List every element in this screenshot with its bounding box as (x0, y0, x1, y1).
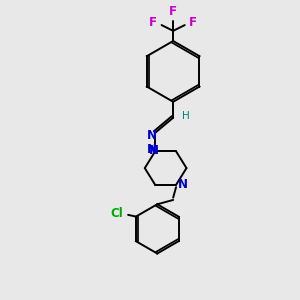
Text: F: F (189, 16, 197, 29)
Text: Cl: Cl (110, 207, 123, 220)
Text: N: N (147, 143, 157, 156)
Text: F: F (169, 5, 177, 18)
Text: N: N (149, 144, 159, 157)
Text: N: N (177, 178, 188, 191)
Text: N: N (147, 129, 157, 142)
Text: H: H (182, 111, 190, 121)
Text: F: F (149, 16, 157, 29)
